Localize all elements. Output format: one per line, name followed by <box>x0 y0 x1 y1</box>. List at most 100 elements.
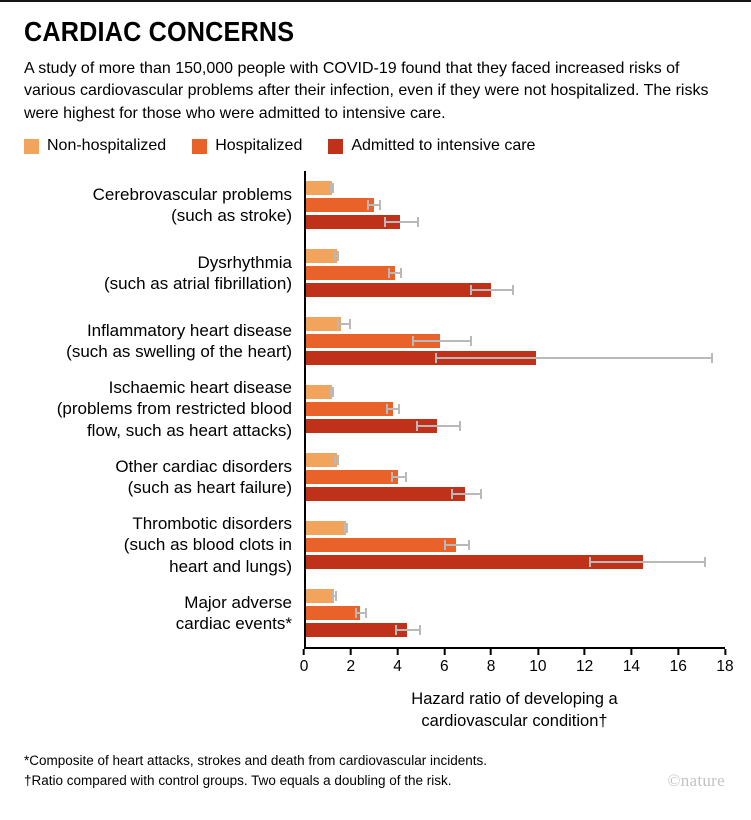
error-bar <box>411 336 473 347</box>
error-bar <box>451 489 482 500</box>
bar-hospitalized <box>304 266 396 281</box>
legend: Non-hospitalized Hospitalized Admitted t… <box>24 137 725 155</box>
category-label: Ischaemic heart disease (problems from re… <box>56 377 292 440</box>
y-axis-line <box>304 171 306 648</box>
category-label: Cerebrovascular problems (such as stroke) <box>92 184 292 226</box>
x-tick-0: 0 <box>300 649 308 676</box>
x-axis: 0 2 4 6 8 10 12 14 16 18 <box>24 647 734 681</box>
bar-row <box>304 453 725 468</box>
error-bar <box>332 591 337 602</box>
legend-swatch-non-hospitalized <box>24 138 39 154</box>
error-bar <box>336 319 351 330</box>
error-bar <box>329 183 335 194</box>
bar-non-hospitalized <box>304 453 337 468</box>
error-bar <box>383 217 419 228</box>
bar-chart: Cerebrovascular problems (such as stroke)… <box>24 171 734 733</box>
x-tick-16: 16 <box>670 649 687 676</box>
bar-row <box>304 470 725 485</box>
bar-row <box>304 181 725 196</box>
bar-admitted-to-intensive-care <box>304 487 466 502</box>
bar-non-hospitalized <box>304 521 347 536</box>
tick-label: 14 <box>622 658 641 676</box>
error-bar <box>395 625 421 636</box>
legend-label: Hospitalized <box>215 137 303 155</box>
bar-admitted-to-intensive-care <box>304 215 400 230</box>
footnote-ratio: †Ratio compared with control groups. Two… <box>24 772 452 788</box>
tick-mark <box>677 649 680 656</box>
bar-row <box>304 317 725 332</box>
tick-label: 12 <box>576 658 594 676</box>
legend-label: Non-hospitalized <box>47 137 167 155</box>
page-title: CARDIAC CONCERNS <box>24 16 295 47</box>
bar-row <box>304 606 725 621</box>
tick-mark <box>583 649 586 656</box>
error-bar <box>470 285 515 296</box>
nature-credit: ©nature <box>667 771 725 791</box>
bar-row <box>304 521 725 536</box>
bar-admitted-to-intensive-care <box>304 351 536 366</box>
error-bar <box>388 268 403 279</box>
x-tick-18: 18 <box>716 649 734 676</box>
bar-row <box>304 385 725 400</box>
bar-admitted-to-intensive-care <box>304 419 438 434</box>
x-axis-title: Hazard ratio of developing a cardiovascu… <box>411 690 618 730</box>
error-bar <box>367 200 382 211</box>
bar-non-hospitalized <box>304 181 333 196</box>
bar-row <box>304 334 725 349</box>
bar-non-hospitalized <box>304 317 342 332</box>
tick-label: 2 <box>346 658 356 676</box>
footer: *Composite of heart attacks, strokes and… <box>24 751 725 792</box>
bar-hospitalized <box>304 402 393 417</box>
bar-hospitalized <box>304 470 398 485</box>
bar-non-hospitalized <box>304 589 335 604</box>
tick-mark <box>630 649 633 656</box>
bar-hospitalized <box>304 606 361 621</box>
category-group-major-adverse: Major adverse cardiac events* <box>24 579 725 647</box>
tick-mark <box>443 649 446 656</box>
error-bar <box>343 523 349 534</box>
bar-non-hospitalized <box>304 249 337 264</box>
category-group-other-cardiac-disorders: Other cardiac disorders (such as heart fa… <box>24 443 725 511</box>
x-tick-14: 14 <box>623 649 640 676</box>
bar-row <box>304 419 725 434</box>
x-tick-4: 4 <box>393 649 402 676</box>
tick-label: 8 <box>486 658 496 676</box>
tick-label: 18 <box>716 658 734 676</box>
category-label: Dysrhythmia (such as atrial fibrillation) <box>103 252 292 294</box>
error-bar <box>589 557 707 568</box>
bar-row <box>304 589 725 604</box>
tick-label: 16 <box>669 658 687 676</box>
category-group-ischaemic-heart-disease: Ischaemic heart disease (problems from re… <box>24 375 725 443</box>
category-label: Thrombotic disorders (such as blood clots… <box>123 513 292 576</box>
error-bar <box>444 540 471 551</box>
bar-row <box>304 402 725 417</box>
x-tick-12: 12 <box>576 649 593 676</box>
footnotes: *Composite of heart attacks, strokes and… <box>24 751 487 792</box>
legend-swatch-intensive-care <box>328 138 344 154</box>
bar-admitted-to-intensive-care <box>304 623 407 638</box>
category-group-inflammatory-heart-disease: Inflammatory heart disease (such as swell… <box>24 307 725 375</box>
bar-non-hospitalized <box>304 385 333 400</box>
tick-mark <box>396 649 399 656</box>
bar-hospitalized <box>304 538 457 553</box>
bar-row <box>304 249 725 264</box>
error-bar <box>434 353 714 364</box>
tick-mark <box>724 649 726 656</box>
error-bar <box>416 421 461 432</box>
category-group-dysrhythmia: Dysrhythmia (such as atrial fibrillation) <box>24 239 725 307</box>
tick-mark <box>349 649 352 656</box>
intro-text: A study of more than 150,000 people with… <box>24 60 709 122</box>
bar-row <box>304 487 725 502</box>
error-bar <box>334 251 340 262</box>
chart-plot-area: Cerebrovascular problems (such as stroke)… <box>24 171 725 648</box>
category-label: Other cardiac disorders (such as heart fa… <box>115 456 292 498</box>
bar-row <box>304 623 725 638</box>
legend-swatch-hospitalized <box>192 138 208 154</box>
bar-hospitalized <box>304 334 440 349</box>
bar-hospitalized <box>304 198 375 213</box>
legend-item-non-hospitalized: Non-hospitalized <box>24 137 166 155</box>
bar-row <box>304 266 725 281</box>
tick-mark <box>490 649 493 656</box>
category-label: Inflammatory heart disease (such as swell… <box>66 320 292 362</box>
